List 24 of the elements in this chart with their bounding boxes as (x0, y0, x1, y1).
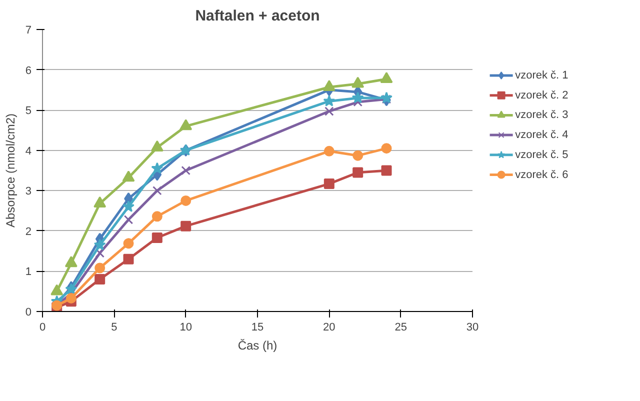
x-tick-label: 30 (466, 322, 479, 334)
y-tick-label: 4 (25, 145, 32, 158)
legend-label: vzorek č. 4 (515, 129, 568, 142)
x-axis-title: Čas (h) (238, 338, 278, 352)
x-tick-label: 0 (39, 322, 46, 334)
x-tick-label: 10 (180, 322, 192, 334)
y-tick-label: 7 (25, 24, 32, 36)
x-tick-label: 5 (111, 322, 118, 334)
legend-label: vzorek č. 2 (515, 89, 568, 102)
x-tick-label: 25 (394, 322, 407, 334)
legend-label: vzorek č. 6 (515, 168, 568, 181)
y-tick-label: 0 (25, 306, 32, 318)
legend-label: vzorek č. 3 (515, 109, 568, 122)
y-axis-title: Absorpce (nmol/cm2) (3, 113, 18, 228)
y-tick-label: 1 (25, 266, 32, 278)
chart-title: Naftalen + aceton (195, 8, 320, 24)
y-tick-label: 6 (25, 64, 32, 77)
legend-label: vzorek č. 5 (515, 148, 568, 161)
y-tick-label: 2 (25, 226, 32, 238)
y-tick-label: 3 (25, 186, 32, 198)
legend-label: vzorek č. 1 (515, 69, 568, 82)
x-tick-label: 20 (323, 322, 336, 334)
y-tick-label: 5 (25, 105, 32, 118)
x-tick-label: 15 (251, 322, 264, 334)
